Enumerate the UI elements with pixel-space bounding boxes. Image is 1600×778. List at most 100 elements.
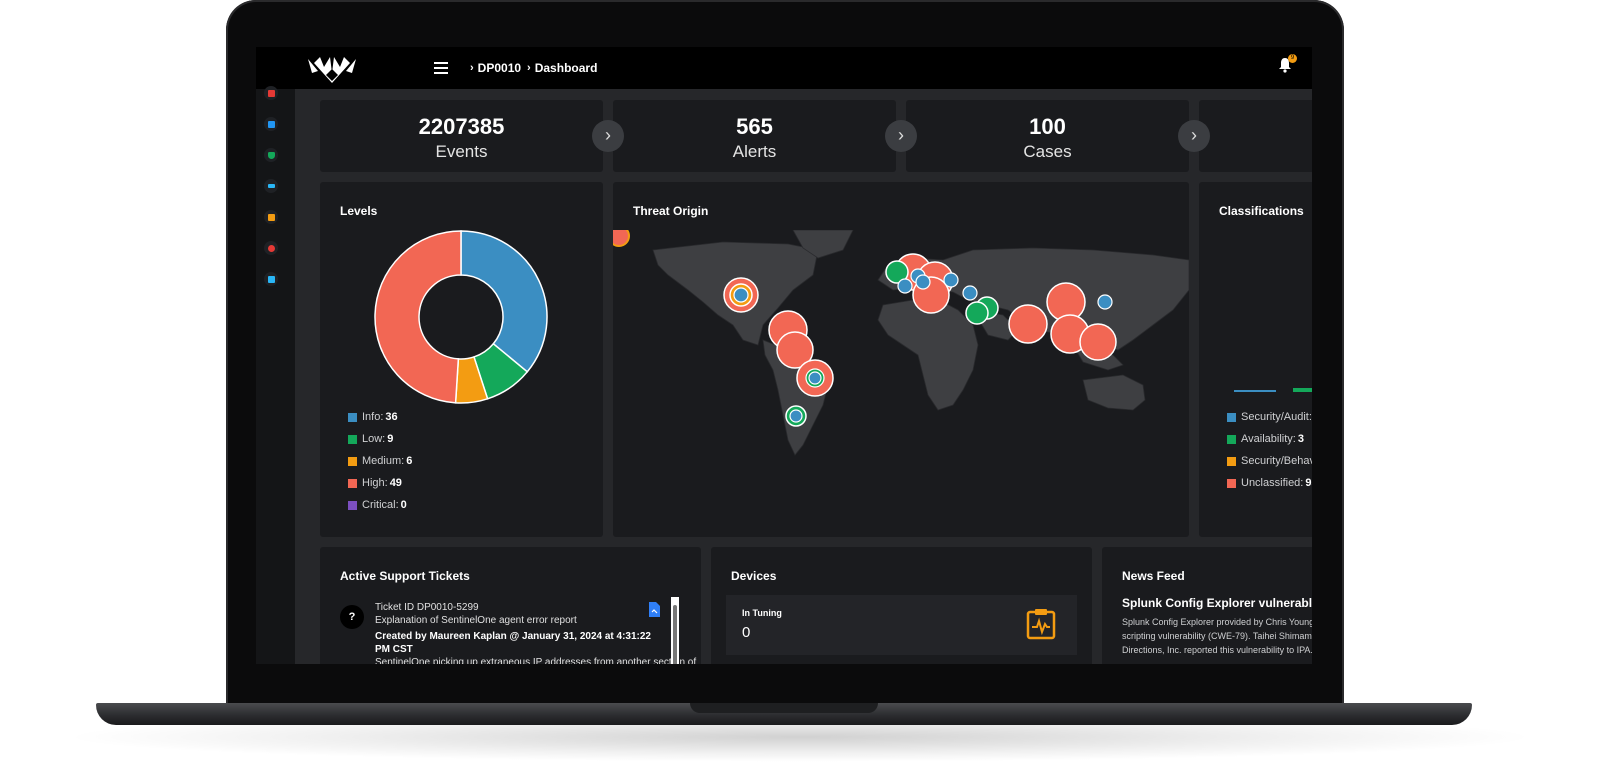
news-feed-card: News Feed Splunk Config Explorer vulnera… xyxy=(1102,547,1312,664)
events-count: 2207385 xyxy=(418,114,505,139)
breadcrumb: › DP0010 › Dashboard xyxy=(468,58,597,78)
legend-value: 95 xyxy=(1305,477,1312,489)
levels-legend: Info: 36 Low: 9 Medium: 6 High: 49 Critical: 0 xyxy=(348,406,412,516)
world-landmass xyxy=(652,230,1189,456)
threat-marker[interactable] xyxy=(962,285,978,301)
threat-marker[interactable] xyxy=(943,272,959,288)
alerts-next-button[interactable]: › xyxy=(885,120,917,152)
clipboard-pulse-icon xyxy=(1026,609,1056,640)
news-line: Directions, Inc. reported this vulnerabi… xyxy=(1122,645,1312,655)
stat-card-fourth[interactable]: No xyxy=(1199,100,1312,172)
threat-marker[interactable] xyxy=(1097,294,1113,310)
classifications-legend: Security/Audit:2Availability:3 Security/B… xyxy=(1227,406,1312,494)
alerts-label: Alerts xyxy=(732,142,777,161)
legend-label: Security/Behavi xyxy=(1241,455,1312,467)
classification-bar-security-audit xyxy=(1234,390,1276,392)
breadcrumb-org-link[interactable]: DP0010 xyxy=(477,61,522,75)
notifications-button[interactable]: 9 xyxy=(1278,54,1297,77)
legend-value: 0 xyxy=(400,499,407,511)
brand-logo[interactable] xyxy=(300,47,364,89)
dashboard-icon xyxy=(267,120,275,128)
tickets-scrollbar[interactable] xyxy=(671,597,679,664)
legend-swatch xyxy=(1227,478,1236,488)
threat-marker[interactable] xyxy=(965,301,989,325)
threat-marker[interactable] xyxy=(1079,323,1117,361)
threat-marker[interactable] xyxy=(808,371,822,385)
levels-card: Levels Info: 36 Low: 9 Medium: 6 High: 49 Critic… xyxy=(320,182,603,537)
classification-legend-item[interactable]: Security/Audit:2 xyxy=(1227,406,1312,428)
briefcase-icon xyxy=(267,213,275,221)
ticket-id: Ticket ID DP0010-5299 xyxy=(375,602,479,613)
sidebar-item-layers[interactable] xyxy=(264,272,278,286)
sidebar xyxy=(256,86,295,664)
threat-marker[interactable] xyxy=(776,331,814,369)
threat-marker[interactable] xyxy=(613,230,630,247)
notification-badge: 9 xyxy=(1288,54,1297,63)
cases-count: 100 xyxy=(1029,114,1066,139)
cases-next-button[interactable]: › xyxy=(1178,120,1210,152)
events-next-button[interactable]: › xyxy=(592,120,624,152)
file-icon[interactable] xyxy=(648,602,661,617)
stat-card-alerts[interactable]: 565 Alerts xyxy=(613,100,896,172)
ticket-item[interactable]: ? Ticket ID DP0010-5299 Explanation of S… xyxy=(340,595,697,664)
dashboard-screen: › DP0010 › Dashboard 9 2207385 Events 56… xyxy=(256,47,1312,664)
donut-slice-info[interactable] xyxy=(460,230,548,373)
news-headline[interactable]: Splunk Config Explorer vulnerable to xyxy=(1122,596,1312,610)
alerts-count: 565 xyxy=(736,114,773,139)
stat-card-events[interactable]: 2207385 Events xyxy=(320,100,603,172)
sidebar-item-settings[interactable] xyxy=(264,241,278,255)
news-line: scripting vulnerability (CWE-79). Taihei… xyxy=(1122,631,1312,641)
cases-label: Cases xyxy=(1023,142,1072,161)
donut-slice-high[interactable] xyxy=(374,230,462,404)
events-label: Events xyxy=(435,142,488,161)
arrow-right-icon xyxy=(267,184,275,188)
question-icon: ? xyxy=(340,605,364,629)
device-status-label: In Tuning xyxy=(742,608,782,618)
devices-title: Devices xyxy=(731,569,777,583)
sidebar-item-reports[interactable] xyxy=(264,86,278,100)
levels-title: Levels xyxy=(340,204,378,218)
hamburger-menu-icon[interactable] xyxy=(432,59,450,77)
legend-swatch xyxy=(348,478,357,488)
news-body: Splunk Config Explorer provided by Chris… xyxy=(1122,615,1312,657)
threat-origin-title: Threat Origin xyxy=(633,204,709,218)
threat-origin-map[interactable] xyxy=(613,230,1189,460)
sidebar-item-cases[interactable] xyxy=(264,210,278,224)
chevron-right-icon: › xyxy=(527,62,531,74)
threat-marker[interactable] xyxy=(733,287,749,303)
level-legend-item[interactable]: High: 49 xyxy=(348,472,412,494)
classification-legend-item[interactable]: Security/Behavi xyxy=(1227,450,1312,472)
level-legend-item[interactable]: Medium: 6 xyxy=(348,450,412,472)
classification-legend-item[interactable]: Unclassified:95 xyxy=(1227,472,1312,494)
level-legend-item[interactable]: Low: 9 xyxy=(348,428,412,450)
ticket-body: SentinelOne picking up extraneous IP add… xyxy=(375,657,697,664)
stat-card-cases[interactable]: 100 Cases xyxy=(906,100,1189,172)
layers-icon xyxy=(267,275,275,283)
threat-marker[interactable] xyxy=(897,278,913,294)
levels-donut-chart xyxy=(374,230,548,404)
breadcrumb-page: Dashboard xyxy=(534,61,598,75)
legend-swatch xyxy=(348,500,357,510)
sidebar-item-dashboard[interactable] xyxy=(264,117,278,131)
threat-marker[interactable] xyxy=(915,274,931,290)
sidebar-item-integrations[interactable] xyxy=(264,179,278,193)
legend-label: Security/Audit: xyxy=(1241,411,1312,423)
threat-marker[interactable] xyxy=(885,260,909,284)
chevron-right-icon: › xyxy=(605,125,611,145)
threat-marker[interactable] xyxy=(789,409,803,423)
legend-swatch xyxy=(348,456,357,466)
threat-marker[interactable] xyxy=(1008,304,1048,344)
sidebar-item-security[interactable] xyxy=(264,148,278,162)
chevron-right-icon: › xyxy=(1191,125,1197,145)
device-status-in-tuning[interactable]: In Tuning 0 xyxy=(726,595,1077,655)
classifications-card: Classifications Security/Audit:2Availabi… xyxy=(1199,182,1312,537)
classification-legend-item[interactable]: Availability: 3 xyxy=(1227,428,1312,450)
legend-value: 9 xyxy=(387,433,394,445)
level-legend-item[interactable]: Info: 36 xyxy=(348,406,412,428)
gear-icon xyxy=(267,244,275,252)
legend-value: 3 xyxy=(1297,433,1304,445)
report-icon xyxy=(267,89,275,97)
level-legend-item[interactable]: Critical: 0 xyxy=(348,494,412,516)
legend-swatch xyxy=(348,434,357,444)
ticket-details: Ticket ID DP0010-5299 Explanation of Sen… xyxy=(375,601,697,664)
